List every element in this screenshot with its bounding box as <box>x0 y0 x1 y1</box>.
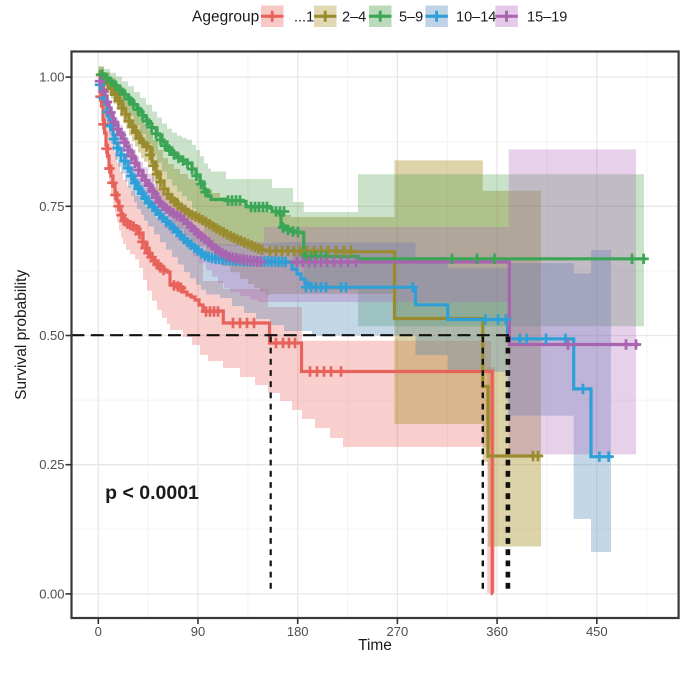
svg-text:15–19: 15–19 <box>527 10 567 26</box>
svg-text:Agegroup: Agegroup <box>192 9 259 26</box>
svg-text:0.50: 0.50 <box>39 328 64 343</box>
svg-text:0: 0 <box>95 624 102 639</box>
svg-text:2–4: 2–4 <box>342 10 366 26</box>
svg-text:Survival probability: Survival probability <box>13 270 30 400</box>
svg-text:...1: ...1 <box>294 10 314 26</box>
svg-text:Time: Time <box>358 637 392 654</box>
svg-text:270: 270 <box>387 624 409 639</box>
svg-text:90: 90 <box>191 624 205 639</box>
svg-text:360: 360 <box>486 624 508 639</box>
svg-text:0.75: 0.75 <box>39 199 64 214</box>
svg-text:1.00: 1.00 <box>39 70 64 85</box>
svg-text:0.00: 0.00 <box>39 586 64 601</box>
svg-text:180: 180 <box>287 624 309 639</box>
svg-text:10–14: 10–14 <box>456 10 496 26</box>
svg-text:5–9: 5–9 <box>399 10 423 26</box>
svg-text:450: 450 <box>586 624 608 639</box>
svg-text:p < 0.0001: p < 0.0001 <box>105 482 199 504</box>
svg-text:0.25: 0.25 <box>39 457 64 472</box>
